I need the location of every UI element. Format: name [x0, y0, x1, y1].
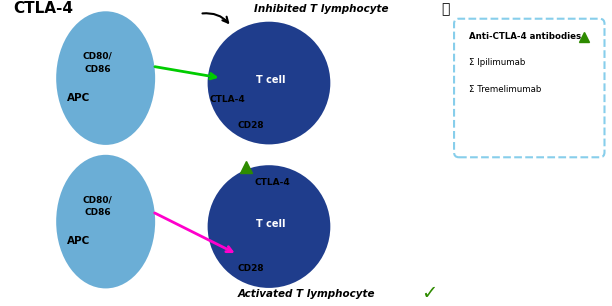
Text: Anti-CTLA-4 antibodies: Anti-CTLA-4 antibodies	[469, 32, 581, 41]
Text: CD86: CD86	[84, 208, 111, 217]
Text: Activated T lymphocyte: Activated T lymphocyte	[237, 289, 375, 299]
Text: ✓: ✓	[421, 284, 438, 303]
Text: CD28: CD28	[238, 264, 264, 273]
Text: Inhibited T lymphocyte: Inhibited T lymphocyte	[254, 4, 389, 14]
Text: APC: APC	[67, 237, 91, 246]
Text: Σ Ipilimumab: Σ Ipilimumab	[469, 58, 525, 67]
Text: CD80/: CD80/	[83, 52, 113, 61]
Text: CTLA-4: CTLA-4	[254, 177, 290, 187]
Text: CTLA-4: CTLA-4	[13, 1, 73, 16]
Text: CD28: CD28	[238, 121, 264, 130]
Text: CD80/: CD80/	[83, 195, 113, 204]
Text: APC: APC	[67, 93, 91, 103]
Circle shape	[207, 165, 330, 288]
FancyBboxPatch shape	[454, 19, 605, 157]
Circle shape	[207, 22, 330, 144]
Text: CTLA-4: CTLA-4	[209, 95, 245, 104]
Text: Σ Tremelimumab: Σ Tremelimumab	[469, 85, 541, 95]
Ellipse shape	[56, 11, 155, 145]
Text: CD86: CD86	[84, 65, 111, 74]
Text: T cell: T cell	[256, 218, 286, 229]
Text: 🚫: 🚫	[441, 2, 449, 16]
Ellipse shape	[56, 155, 155, 289]
Text: T cell: T cell	[256, 75, 286, 85]
